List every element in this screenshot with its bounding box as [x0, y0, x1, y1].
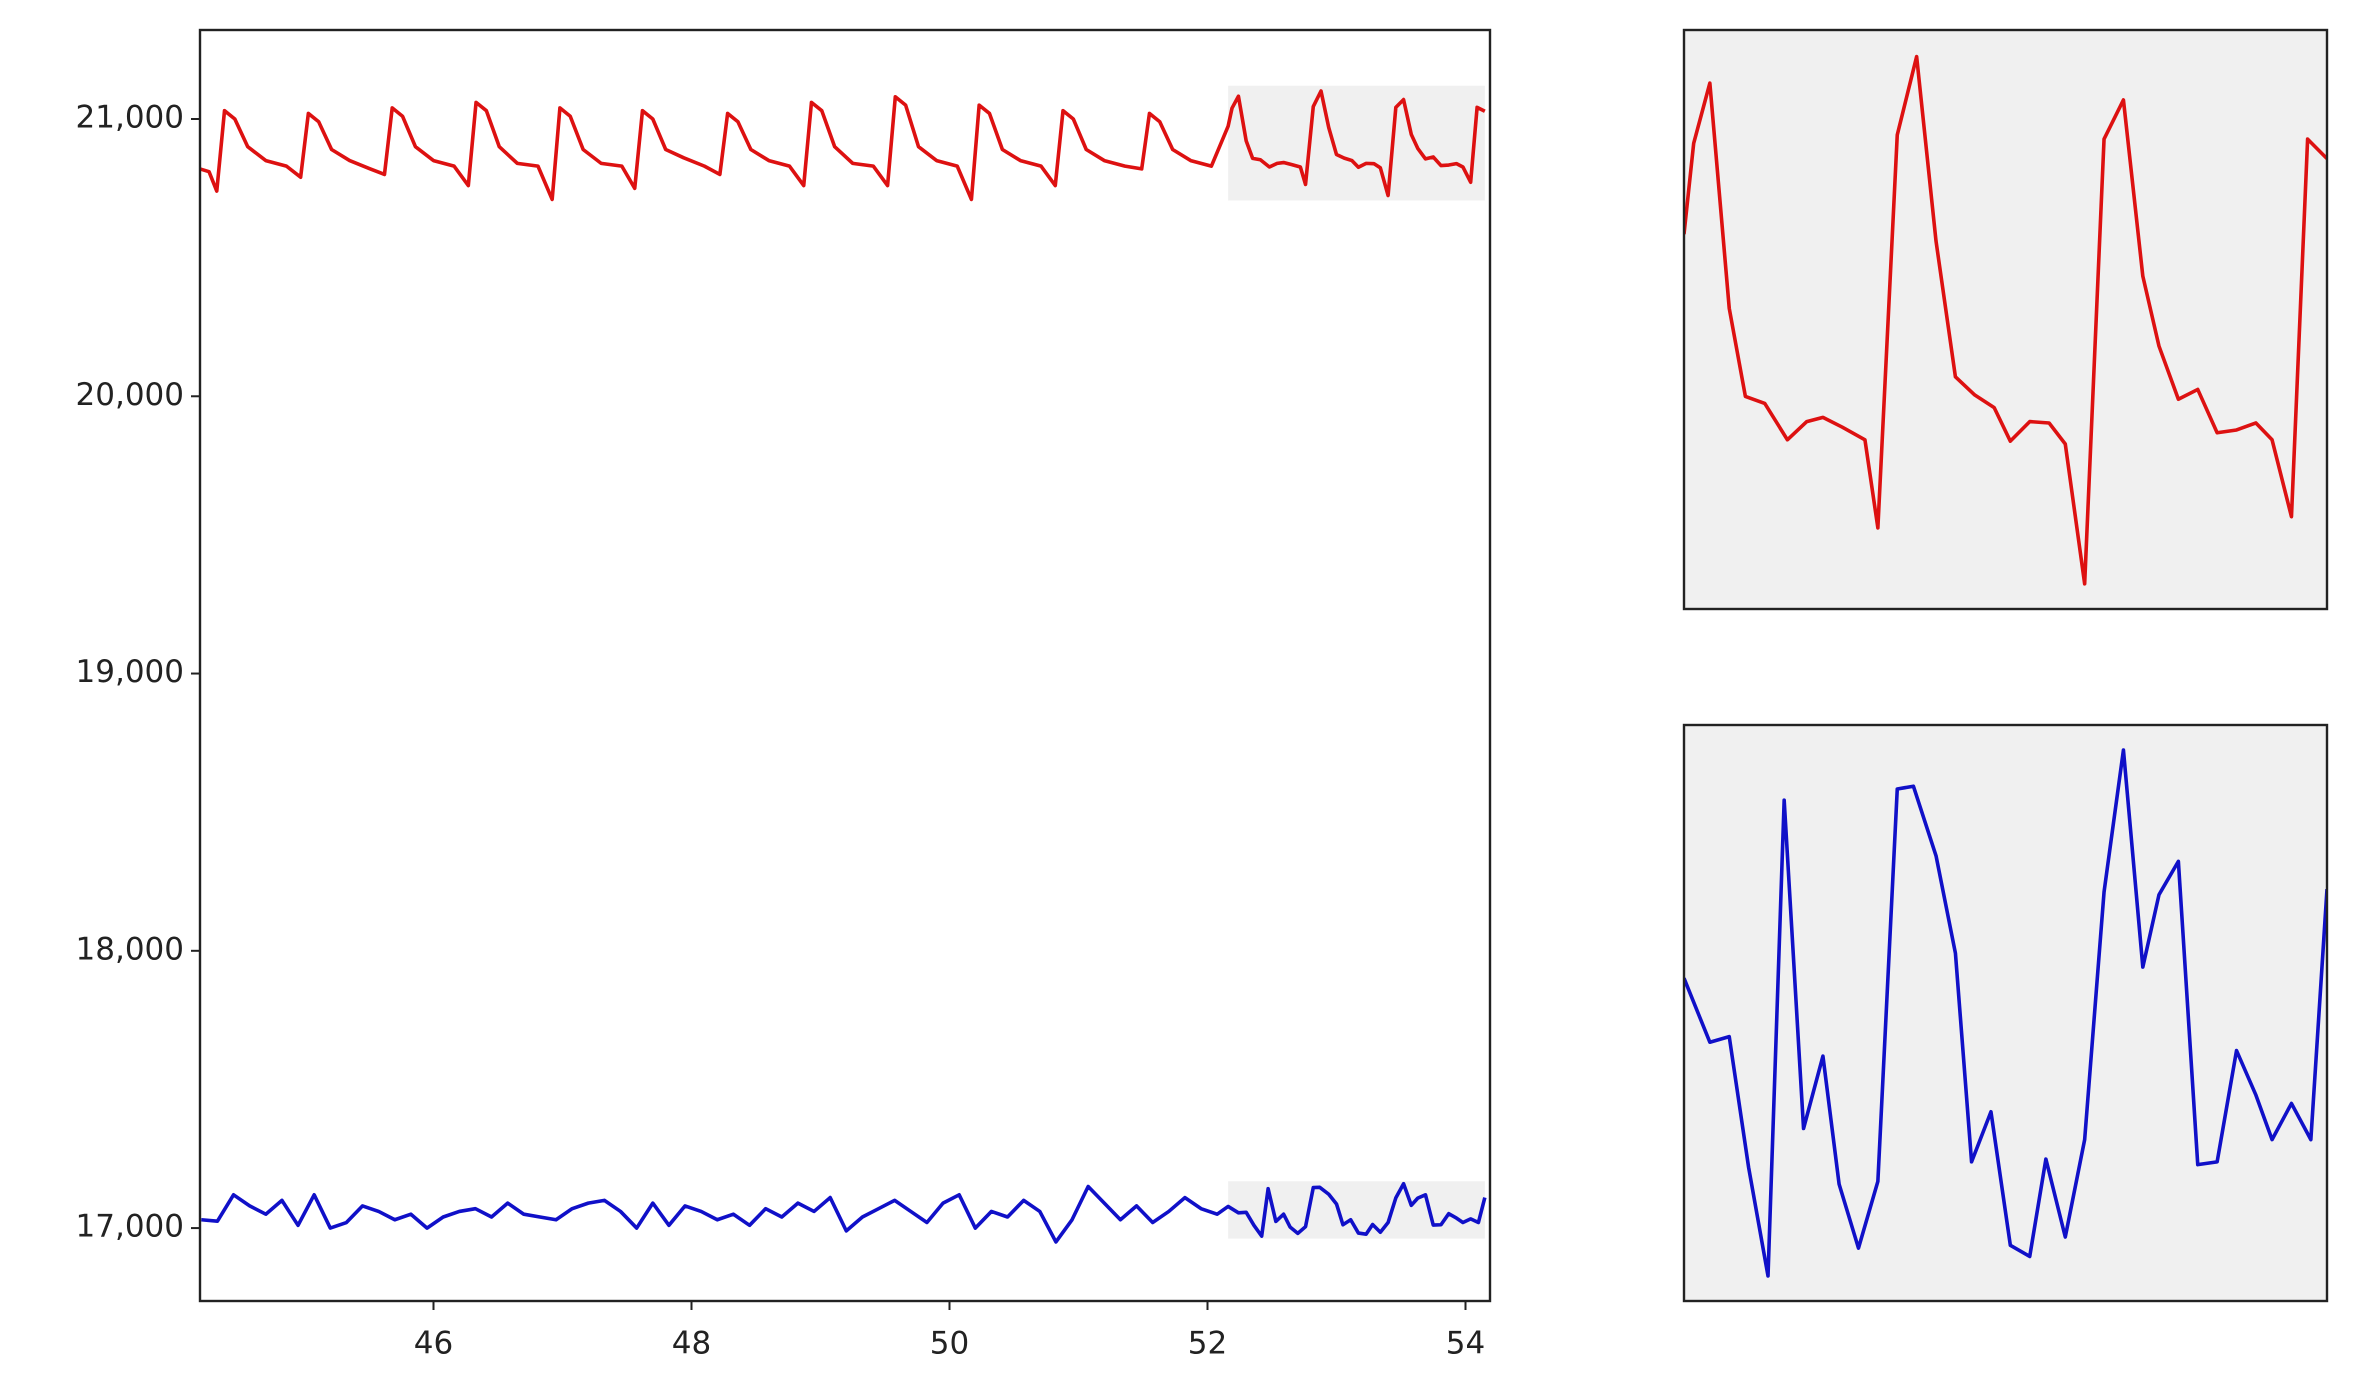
y-tick-label: 18,000	[76, 931, 184, 967]
y-tick-label: 21,000	[76, 100, 184, 136]
plot-area: 17,000 18,000 19,000 20,000 21,000 46 48 50 52 54	[76, 28, 1492, 1362]
plot-frame	[1682, 28, 2329, 611]
y-tick-label: 19,000	[76, 654, 184, 690]
y-tick-label: 17,000	[76, 1209, 184, 1245]
plot-area	[1682, 28, 2329, 611]
plot-area	[1682, 723, 2329, 1303]
plot-background	[200, 30, 1490, 1301]
x-tick-label: 54	[1446, 1326, 1485, 1362]
x-tick-label: 46	[414, 1326, 453, 1362]
x-tick-label: 50	[930, 1326, 969, 1362]
zoom-region	[1228, 85, 1485, 201]
data-line	[200, 89, 1486, 202]
plot-frame	[1682, 723, 2329, 1303]
data-line	[1684, 748, 2327, 1278]
data-line	[201, 1181, 1487, 1244]
plot-frame	[198, 28, 1492, 1303]
x-tick-label: 48	[672, 1326, 711, 1362]
plot-background	[1684, 30, 2327, 609]
data-line	[1684, 54, 2327, 586]
x-tick-label: 52	[1188, 1326, 1227, 1362]
y-tick-label: 20,000	[76, 377, 184, 413]
